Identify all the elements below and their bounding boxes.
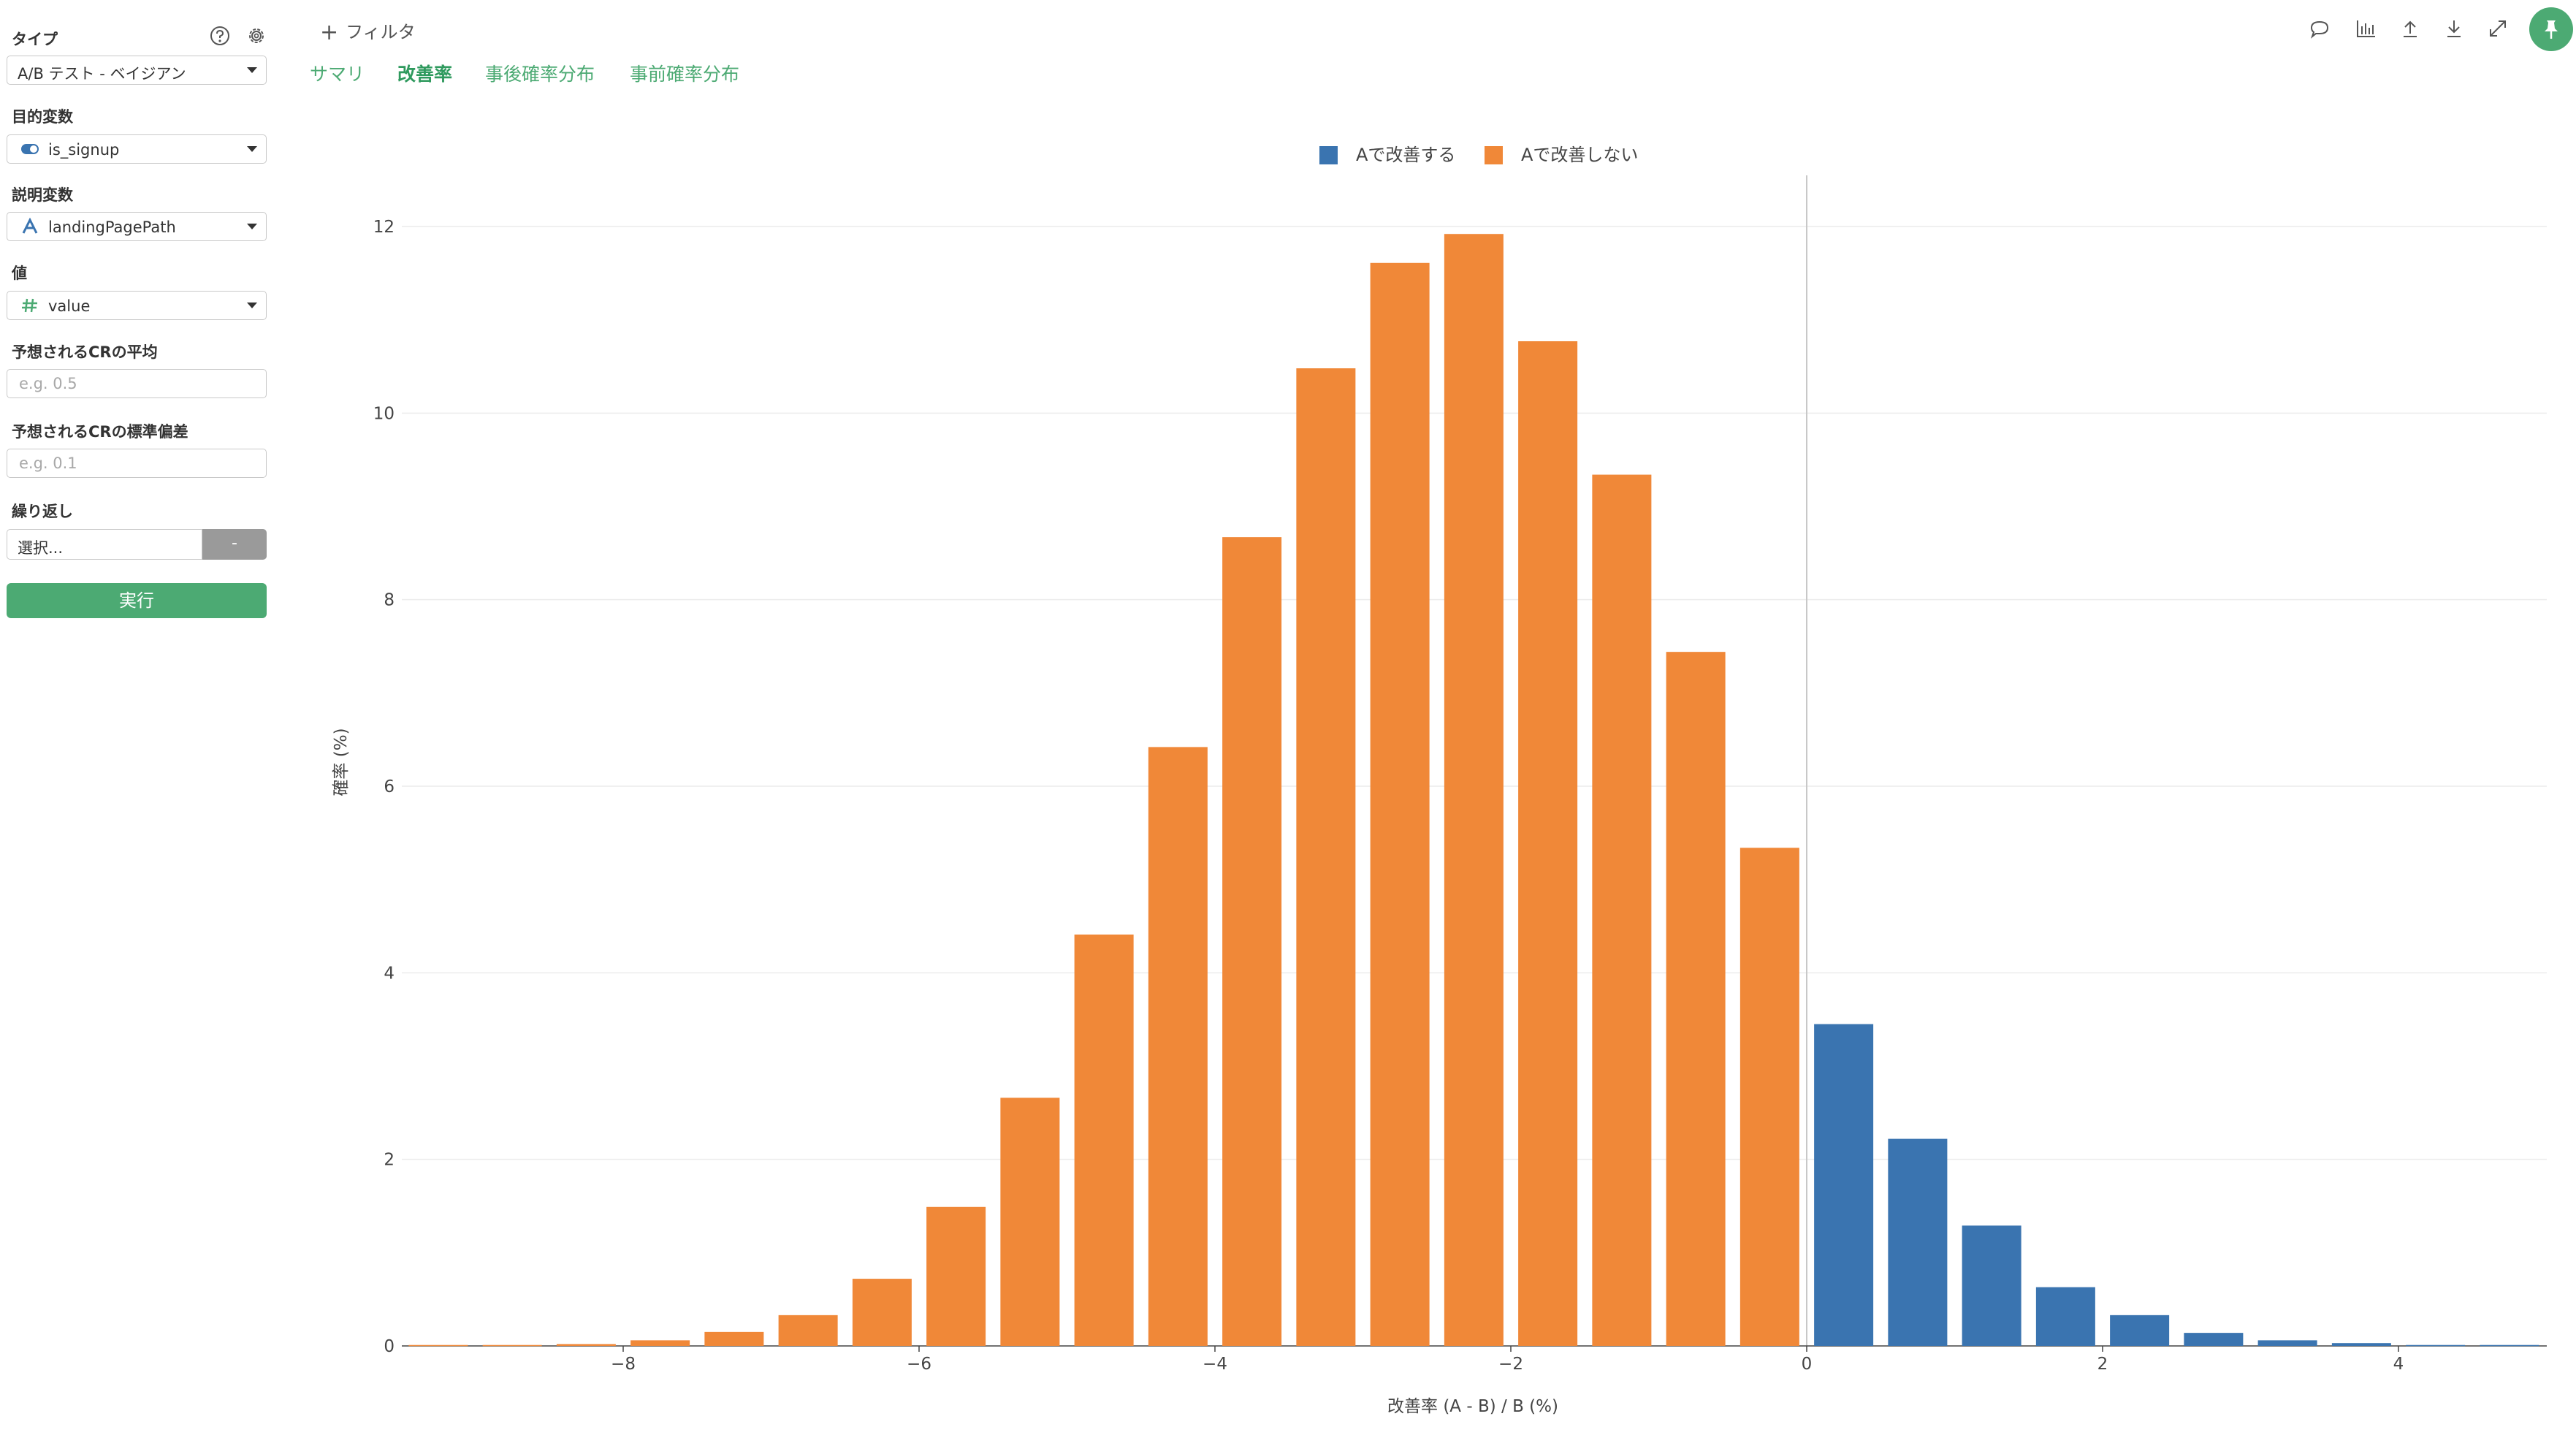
x-axis-title: 改善率 (A - B) / B (%) xyxy=(1387,1397,1558,1416)
comment-icon[interactable] xyxy=(2307,16,2332,41)
settings-sidebar: タイプ A/B テスト - ベイジアン 目的変数 is_signup 説明変数 … xyxy=(0,0,278,1438)
bar-not-improve[interactable] xyxy=(556,1344,616,1346)
bar-not-improve[interactable] xyxy=(1444,234,1504,1346)
bar-not-improve[interactable] xyxy=(1666,652,1726,1346)
repeat-select[interactable]: 選択... xyxy=(7,529,202,560)
bar-improve[interactable] xyxy=(2257,1340,2317,1346)
legend-swatch-improve xyxy=(1319,146,1338,164)
target-label: 目的変数 xyxy=(12,108,73,126)
repeat-label: 繰り返し xyxy=(12,503,73,520)
cr-mean-input[interactable] xyxy=(7,369,267,398)
chart-icon[interactable] xyxy=(2354,16,2379,41)
bar-not-improve[interactable] xyxy=(1000,1097,1060,1346)
y-tick-label: 0 xyxy=(384,1337,395,1356)
bar-not-improve[interactable] xyxy=(1074,934,1134,1346)
type-select[interactable]: A/B テスト - ベイジアン xyxy=(7,56,267,85)
explanatory-label: 説明変数 xyxy=(12,186,73,204)
y-axis-title: 確率 (%) xyxy=(332,728,351,796)
legend-swatch-not-improve xyxy=(1485,146,1503,164)
y-tick-label: 8 xyxy=(384,591,395,610)
filter-label: フィルタ xyxy=(346,22,416,42)
add-filter-button[interactable]: + フィルタ xyxy=(320,18,416,45)
explanatory-select-value: landingPagePath xyxy=(48,218,176,236)
bar-not-improve[interactable] xyxy=(852,1279,912,1346)
tab-posterior-distribution[interactable]: 事後確率分布 xyxy=(485,64,595,85)
x-tick-label: −6 xyxy=(907,1355,931,1374)
bar-not-improve[interactable] xyxy=(482,1344,542,1347)
bar-not-improve[interactable] xyxy=(1222,537,1282,1346)
target-select-value: is_signup xyxy=(48,141,120,159)
help-icon[interactable] xyxy=(209,25,231,47)
target-select[interactable]: is_signup xyxy=(7,134,267,164)
bar-improve[interactable] xyxy=(2406,1344,2466,1347)
bar-improve[interactable] xyxy=(1962,1225,2021,1346)
value-select[interactable]: value xyxy=(7,291,267,320)
bar-not-improve[interactable] xyxy=(1148,747,1208,1346)
legend-label-improve[interactable]: Aで改善する xyxy=(1356,145,1455,165)
bar-not-improve[interactable] xyxy=(1592,474,1652,1347)
chevron-down-icon xyxy=(247,303,257,308)
run-button[interactable]: 実行 xyxy=(7,583,267,618)
chevron-down-icon xyxy=(247,224,257,229)
cr-sd-input[interactable] xyxy=(7,449,267,478)
bar-not-improve[interactable] xyxy=(926,1206,986,1346)
upload-icon[interactable] xyxy=(2398,16,2423,41)
chart-legend[interactable]: Aで改善する Aで改善しない xyxy=(1319,145,1638,165)
legend-label-not-improve[interactable]: Aで改善しない xyxy=(1521,145,1638,165)
x-tick-label: −2 xyxy=(1498,1355,1523,1374)
bar-improve[interactable] xyxy=(2480,1344,2539,1347)
y-tick-label: 10 xyxy=(373,404,395,423)
bar-not-improve[interactable] xyxy=(1739,848,1799,1346)
bar-improve[interactable] xyxy=(2184,1333,2244,1346)
bar-not-improve[interactable] xyxy=(778,1315,838,1346)
repeat-select-value: 選択... xyxy=(18,539,64,557)
y-tick-label: 4 xyxy=(384,964,395,983)
plus-icon: + xyxy=(320,20,339,45)
tab-prior-distribution[interactable]: 事前確率分布 xyxy=(630,64,740,85)
y-tick-label: 6 xyxy=(384,777,395,796)
text-type-icon xyxy=(22,218,38,234)
x-tick-label: −8 xyxy=(611,1355,636,1374)
bar-improve[interactable] xyxy=(1888,1138,1948,1346)
type-label: タイプ xyxy=(12,31,58,48)
pin-icon xyxy=(2545,20,2558,39)
bar-improve[interactable] xyxy=(2331,1343,2391,1346)
value-select-value: value xyxy=(48,297,91,315)
cr-mean-label: 予想されるCRの平均 xyxy=(12,343,158,361)
x-tick-label: 0 xyxy=(1802,1355,1813,1374)
y-tick-label: 12 xyxy=(373,218,395,237)
y-tick-label: 2 xyxy=(384,1151,395,1170)
x-tick-label: −4 xyxy=(1203,1355,1227,1374)
hash-icon xyxy=(22,298,37,313)
tab-improvement-rate[interactable]: 改善率 xyxy=(397,64,453,85)
pin-button[interactable] xyxy=(2529,7,2573,51)
bar-not-improve[interactable] xyxy=(1370,262,1430,1346)
x-tick-label: 4 xyxy=(2393,1355,2404,1374)
chevron-down-icon xyxy=(247,67,257,73)
explanatory-select[interactable]: landingPagePath xyxy=(7,212,267,241)
bar-not-improve[interactable] xyxy=(704,1331,764,1346)
type-select-value: A/B テスト - ベイジアン xyxy=(18,65,186,83)
bar-not-improve[interactable] xyxy=(1518,341,1578,1346)
expand-icon[interactable] xyxy=(2485,16,2510,41)
bar-improve[interactable] xyxy=(2110,1315,2170,1346)
cr-sd-label: 予想されるCRの標準偏差 xyxy=(12,423,188,441)
bar-improve[interactable] xyxy=(2035,1287,2095,1346)
tab-summary[interactable]: サマリ xyxy=(310,64,365,85)
gear-icon[interactable] xyxy=(245,25,267,47)
download-icon[interactable] xyxy=(2442,16,2466,41)
bar-not-improve[interactable] xyxy=(630,1340,690,1346)
bar-not-improve[interactable] xyxy=(1296,368,1356,1346)
value-label: 値 xyxy=(12,265,27,282)
x-tick-label: 2 xyxy=(2097,1355,2108,1374)
bar-improve[interactable] xyxy=(1814,1024,1874,1346)
chevron-down-icon xyxy=(247,146,257,152)
repeat-toggle-button[interactable]: - xyxy=(202,529,267,560)
toggle-icon xyxy=(21,144,39,154)
bar-not-improve[interactable] xyxy=(408,1344,468,1347)
